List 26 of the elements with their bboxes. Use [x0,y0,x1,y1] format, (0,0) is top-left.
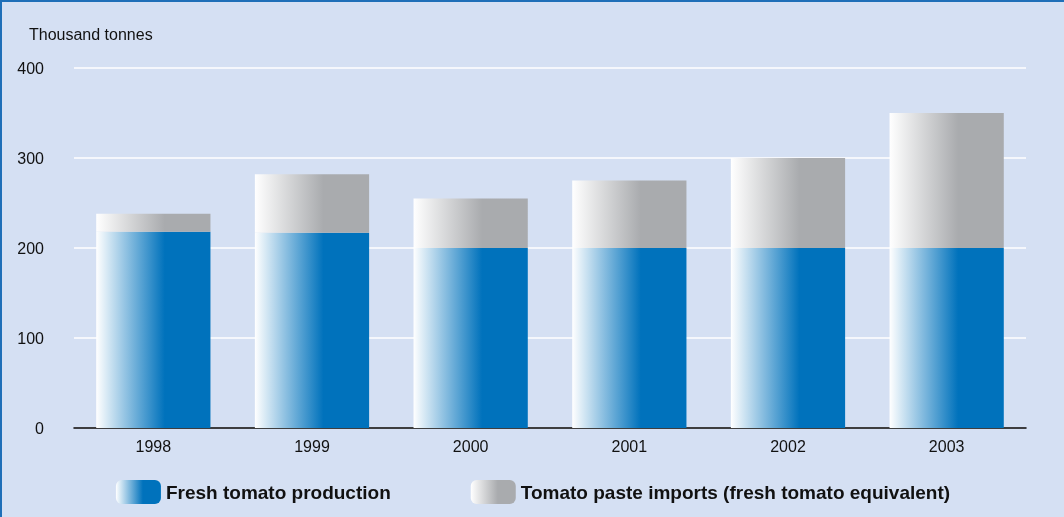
bar [96,213,211,232]
bar [572,248,687,428]
bar [254,174,370,233]
bar [254,232,370,428]
bar [413,198,528,248]
x-tick-label: 2002 [770,437,806,455]
bar [889,113,1004,248]
bar [889,248,1004,428]
x-tick-label: 1999 [294,437,330,455]
y-tick-label: 400 [17,59,45,77]
x-tick-label: 2001 [611,437,648,455]
x-tick-label: 2000 [452,437,489,455]
y-tick-label: 100 [17,329,45,347]
x-tick-label: 2003 [928,437,965,455]
y-tick-label: 0 [35,419,45,437]
bar [730,158,846,248]
y-axis-title: Thousand tonnes [29,25,153,43]
legend-label: Fresh tomato production [165,481,391,503]
y-tick-label: 200 [17,239,45,257]
bar [730,248,846,428]
x-tick-label: 1998 [135,437,172,455]
legend-label: Tomato paste imports (fresh tomato equivalent) [520,481,951,503]
bar [572,180,687,248]
y-tick-label: 300 [17,149,45,167]
bar [96,231,211,428]
bar [413,248,528,428]
